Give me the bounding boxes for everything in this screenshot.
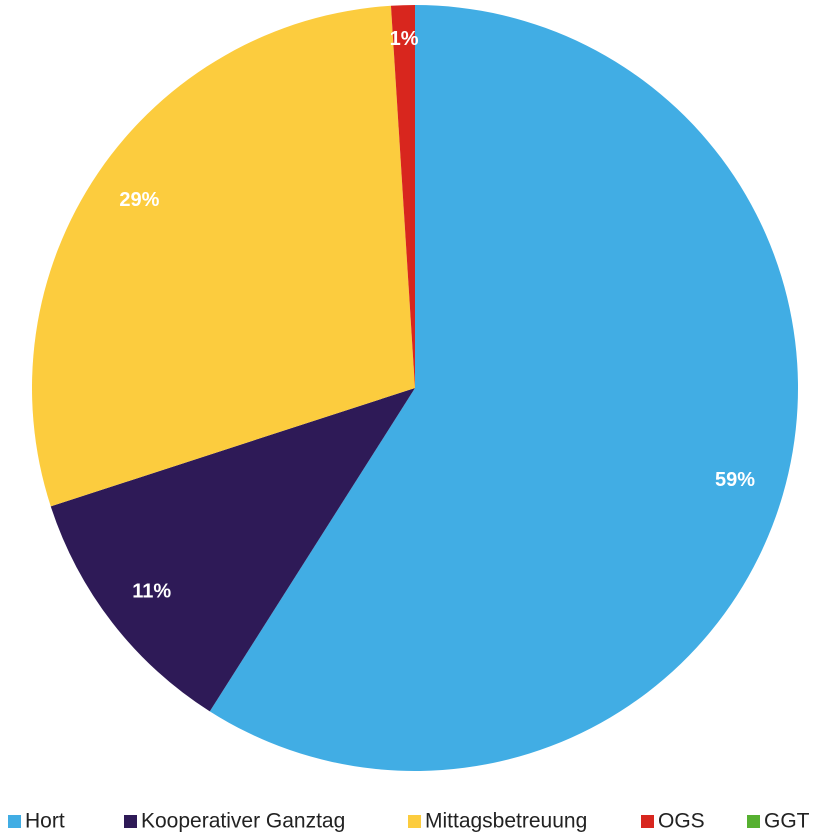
- value-label: 29%: [119, 189, 159, 211]
- legend-swatch: [641, 815, 654, 828]
- legend-label: Hort: [25, 810, 65, 833]
- legend-swatch: [124, 815, 137, 828]
- pie-slice: [31, 5, 416, 507]
- pie-slice: [390, 5, 415, 388]
- pie-slice: [209, 5, 798, 771]
- legend-swatch: [408, 815, 421, 828]
- legend-label: OGS: [658, 810, 705, 833]
- value-label: 1%: [390, 28, 419, 50]
- pie-slice: [50, 388, 415, 712]
- legend-label: Mittagsbetreuung: [425, 810, 587, 833]
- legend-label: Kooperativer Ganztag: [141, 810, 345, 833]
- legend-label: GGT: [764, 810, 810, 833]
- value-label: 59%: [715, 469, 755, 491]
- value-label: 11%: [132, 581, 171, 603]
- legend-swatch: [8, 815, 21, 828]
- legend-swatch: [747, 815, 760, 828]
